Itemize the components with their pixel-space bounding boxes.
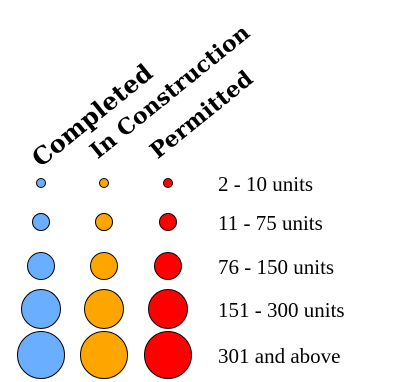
legend-circle-permitted-size-3 <box>154 252 182 280</box>
legend-circle-in-construction-size-1 <box>99 178 109 188</box>
legend-row-label: 2 - 10 units <box>218 172 314 196</box>
legend-row-label: 301 and above <box>218 344 341 368</box>
legend-circle-completed-size-4 <box>21 289 61 329</box>
legend-circle-permitted-size-1 <box>163 178 173 188</box>
legend-circle-permitted-size-5 <box>144 331 192 379</box>
legend-circle-completed-size-2 <box>32 213 50 231</box>
legend-circle-permitted-size-2 <box>159 213 177 231</box>
legend-circle-completed-size-3 <box>27 252 55 280</box>
legend-circle-permitted-size-4 <box>148 289 188 329</box>
legend-circle-completed-size-5 <box>17 331 65 379</box>
legend-circle-in-construction-size-4 <box>84 289 124 329</box>
legend-circle-completed-size-1 <box>36 178 46 188</box>
legend-circle-in-construction-size-5 <box>80 331 128 379</box>
legend-circle-in-construction-size-2 <box>95 213 113 231</box>
legend-row-label: 151 - 300 units <box>218 298 345 322</box>
legend-row-label: 76 - 150 units <box>218 255 335 279</box>
legend-circle-in-construction-size-3 <box>90 252 118 280</box>
legend-row-label: 11 - 75 units <box>218 211 323 235</box>
